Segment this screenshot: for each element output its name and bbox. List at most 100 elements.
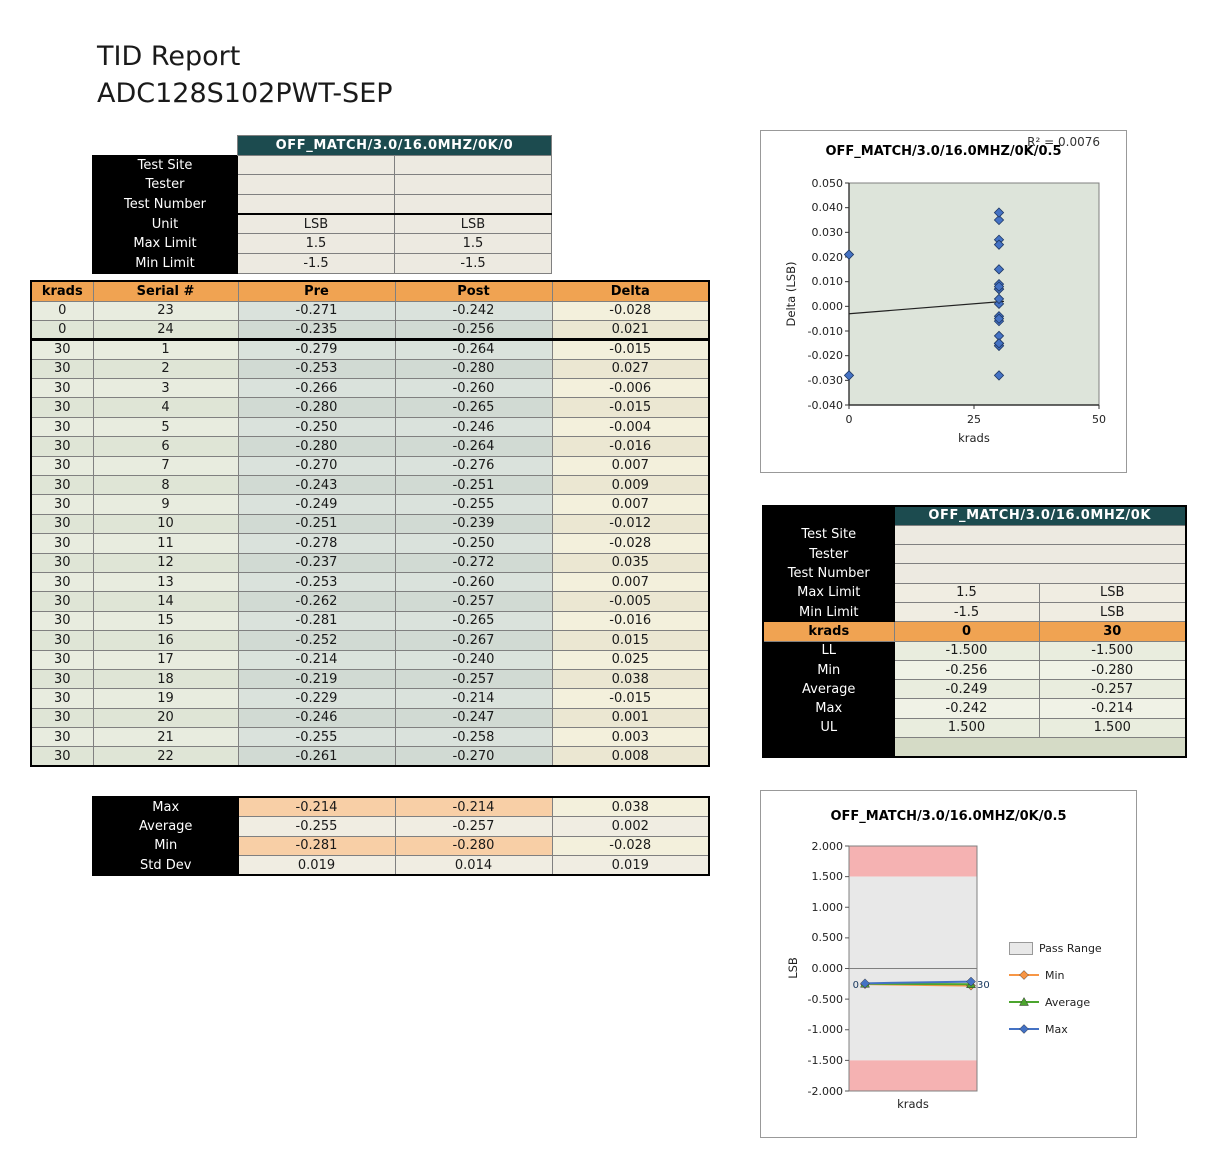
cell-krads: 30 [30,727,94,748]
cell-krads: 30 [30,494,94,515]
table-row: Tester [762,544,1187,565]
y-tick-label: 0.050 [811,176,844,190]
cell-serial: 21 [92,727,239,748]
stats-summary-body: OFF_MATCH/3.0/16.0MHZ/0K Test Site Tester T… [762,505,1187,758]
table-row: 30 19 -0.229 -0.214 -0.015 [30,688,710,709]
legend-entry-max: Max [1009,1022,1102,1036]
cell-krads: 30 [30,746,94,767]
cell-serial: 4 [92,397,239,418]
stat-col1: -0.242 [893,698,1040,719]
table-row: 0 23 -0.271 -0.242 -0.028 [30,300,710,321]
pass-range-legend-icon [1009,941,1033,955]
cell-serial: 23 [92,300,239,321]
cell-delta: -0.016 [551,610,710,632]
table-row: 0 24 -0.235 -0.256 0.021 [30,319,710,342]
x-tick-label: 50 [1092,413,1106,426]
table-row: 30 22 -0.261 -0.270 0.008 [30,746,710,767]
summary-delta: 0.019 [551,855,710,876]
legend-entry-average: Average [1009,995,1102,1009]
table-row: Max Limit 1.5 1.5 [92,233,552,255]
scatter-plot [843,182,1100,409]
cell-pre: -0.246 [237,707,396,729]
cell-serial: 8 [92,475,239,496]
stats-table-header: OFF_MATCH/3.0/16.0MHZ/0K [893,505,1187,526]
table-row: 30 15 -0.281 -0.265 -0.016 [30,610,710,632]
cell-krads: 30 [30,533,94,554]
info-value [893,524,1187,546]
limit-unit: LSB [1038,601,1187,623]
scatter-point [993,370,1005,381]
main-summary-body: Max -0.214 -0.214 0.038 Average -0.255 -0.257 0… [92,796,710,876]
cell-delta: 0.008 [551,746,710,767]
summary-post: -0.257 [394,816,553,837]
y-tick-label: -0.020 [807,349,843,363]
cell-krads: 30 [30,397,94,418]
cell-pre: -0.266 [237,378,396,399]
summary-post: 0.014 [394,855,553,876]
scatter-point [843,370,855,381]
cell-serial: 18 [92,668,239,690]
info-value [893,563,1187,584]
cell-delta: 0.015 [551,630,710,651]
column-header-delta: Delta [551,280,710,302]
cell-pre: -0.278 [237,533,396,554]
pass-range-x-axis-label: krads [897,1097,929,1111]
report-title: TID Report [97,41,241,72]
cell-krads: 30 [30,513,94,535]
cell-pre: -0.253 [237,358,396,380]
cell-delta: 0.007 [551,571,710,593]
diamond-marker [860,978,870,989]
limit-label-min-limit: Min Limit [762,601,895,623]
info-post-value: -1.5 [394,253,552,274]
cell-serial: 24 [92,319,239,342]
table-row: Test Site [92,154,552,176]
y-tick-label: -0.500 [807,992,843,1006]
limit-unit: LSB [1038,582,1187,603]
info-value [893,544,1187,565]
table-row: Average -0.255 -0.257 0.002 [92,816,710,837]
info-label-test-number: Test Number [92,194,238,215]
plot-area [848,182,1100,406]
table-row: Max -0.242 -0.214 [762,698,1187,719]
table-row: 30 5 -0.250 -0.246 -0.004 [30,416,710,438]
r-squared-annotation: R² = 0.0076 [1027,135,1100,149]
y-tick-label: 0.000 [811,962,844,975]
stat-col1: -1.500 [893,640,1040,661]
table-row: 30 6 -0.280 -0.264 -0.016 [30,436,710,457]
table-row: 30 18 -0.219 -0.257 0.038 [30,668,710,690]
cell-pre: -0.261 [237,746,396,767]
point-label: 0 [853,980,859,991]
krads-col2: 30 [1038,621,1187,642]
cell-pre: -0.255 [237,727,396,748]
pass-range-chart-title: OFF_MATCH/3.0/16.0MHZ/0K/0.5 [830,809,1067,824]
scatter-point [993,207,1005,218]
table-row: 30 12 -0.237 -0.272 0.035 [30,552,710,573]
summary-label-std-dev: Std Dev [92,855,239,876]
table-row: Test Number [92,194,552,215]
table-row: 30 16 -0.252 -0.267 0.015 [30,630,710,651]
table-row: 30 21 -0.255 -0.258 0.003 [30,727,710,748]
summary-label-average: Average [92,816,239,837]
cell-post: -0.257 [394,668,553,690]
cell-pre: -0.251 [237,513,396,535]
table-row: Tester [92,174,552,196]
info-pre-value: -1.5 [237,253,395,274]
pass-range-chart: OFF_MATCH/3.0/16.0MHZ/0K/0.5 LSB krads P… [760,790,1137,1138]
cell-post: -0.272 [394,552,553,573]
cell-pre: -0.219 [237,668,396,690]
table-row: 30 13 -0.253 -0.260 0.007 [30,571,710,593]
cell-krads: 0 [30,300,94,321]
cell-krads: 30 [30,475,94,496]
cell-krads: 30 [30,552,94,573]
x-tick-label: 25 [967,413,981,426]
cell-pre: -0.280 [237,436,396,457]
min-legend-icon [1009,969,1039,981]
scatter-chart: R² = 0.0076 OFF_MATCH/3.0/16.0MHZ/0K/0.5… [760,130,1127,473]
table-row: OFF_MATCH/3.0/16.0MHZ/0K [762,505,1187,526]
summary-delta: 0.038 [551,796,710,817]
y-tick-label: 0.040 [811,201,844,215]
cell-serial: 1 [92,339,239,360]
cell-serial: 3 [92,378,239,399]
summary-pre: 0.019 [237,855,396,876]
cell-delta: 0.025 [551,649,710,670]
